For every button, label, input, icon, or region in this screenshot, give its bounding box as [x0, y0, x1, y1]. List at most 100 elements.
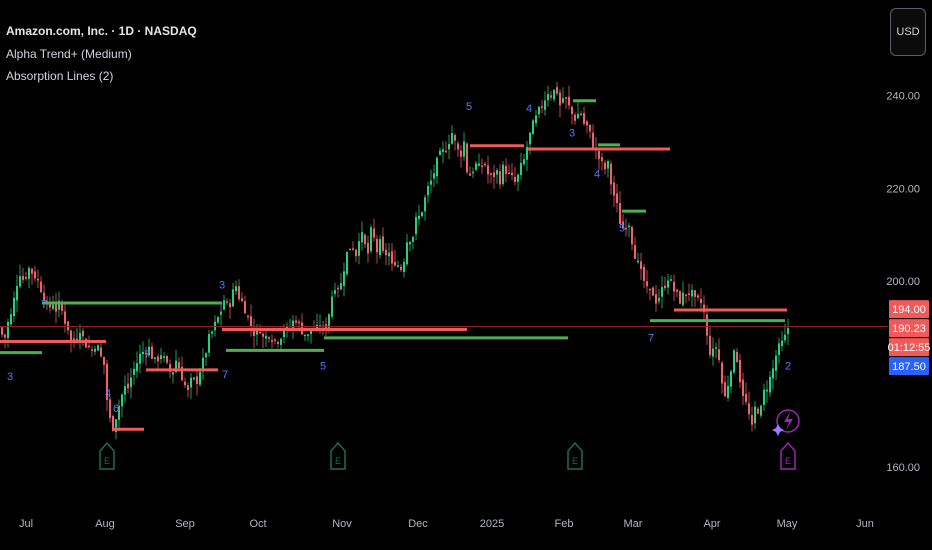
candle-body [547, 93, 549, 101]
candle-body [37, 278, 39, 281]
candle-body [523, 159, 525, 165]
signal-count-label: 3 [7, 371, 13, 383]
candle-body [259, 331, 261, 334]
candle-body [211, 331, 213, 334]
candle-body [625, 227, 627, 230]
time-tick-label: Feb [555, 518, 574, 530]
candle-body [16, 286, 18, 301]
candle-body [220, 311, 222, 315]
candle-body [451, 133, 453, 144]
candle-body [787, 328, 789, 334]
candle-body [673, 281, 675, 292]
currency-button[interactable]: USD [890, 8, 926, 56]
candle-body [262, 333, 264, 337]
candle-body [472, 171, 474, 174]
candle-body [589, 124, 591, 132]
candle-body [271, 340, 273, 342]
candle-body [553, 89, 555, 100]
candle-body [592, 132, 594, 149]
price-axis[interactable]: 160.00 200.00 220.00 240.00 [886, 91, 920, 474]
earnings-label: E [785, 456, 791, 466]
candle-body [730, 371, 732, 387]
candle-body [709, 336, 711, 355]
candle-body [70, 330, 72, 341]
candle-body [487, 165, 489, 175]
candle-body [286, 326, 288, 329]
candle-body [697, 295, 699, 298]
candle-body [79, 332, 81, 341]
earnings-icon: E [330, 441, 346, 470]
candle-body [748, 403, 750, 415]
signal-count-label: 6 [113, 403, 119, 415]
candle-body [148, 346, 150, 356]
candle-body [418, 215, 420, 220]
candle-body [778, 343, 780, 355]
candle-body [172, 372, 174, 375]
candle-body [517, 174, 519, 182]
time-tick-label: Nov [332, 518, 352, 530]
candle-body [202, 357, 204, 372]
candle-body [439, 150, 441, 155]
candle-body [481, 165, 483, 168]
candle-body [181, 366, 183, 381]
candle-body [706, 314, 708, 336]
candle-body [349, 248, 351, 251]
signal-count-label: 7 [144, 349, 150, 361]
candle-body [214, 321, 216, 331]
price-label-text: 187.50 [892, 361, 926, 373]
candle-body [520, 162, 522, 176]
candle-body [379, 239, 381, 256]
time-tick-label: Apr [703, 518, 720, 530]
candle-body [268, 337, 270, 339]
candle-body [22, 275, 24, 280]
candle-body [337, 287, 339, 290]
indicator-absorption-lines[interactable]: Absorption Lines (2) [6, 69, 114, 83]
signal-count-label: 4 [594, 168, 600, 180]
indicator-alpha-trend[interactable]: Alpha Trend+ (Medium) [6, 47, 132, 61]
time-axis[interactable]: Jul Aug Sep Oct Nov Dec 2025 Feb Mar Apr May Jun [19, 518, 874, 530]
candle-body [724, 382, 726, 397]
candle-body [304, 334, 306, 337]
candle-body [580, 113, 582, 116]
candle-body [565, 97, 567, 99]
price-tick-label: 160.00 [886, 462, 920, 474]
price-label-box: 194.00 [889, 300, 929, 319]
candle-body [151, 346, 153, 359]
candle-body [577, 114, 579, 119]
candle-body [370, 227, 372, 252]
candle-body [694, 290, 696, 297]
candle-body [352, 248, 354, 250]
candle-body [331, 296, 333, 317]
candle-body [448, 143, 450, 150]
candle-body [253, 328, 255, 336]
price-tick-label: 220.00 [886, 183, 920, 195]
time-tick-label: May [777, 518, 798, 530]
candle-body [679, 291, 681, 304]
candle-body [586, 121, 588, 126]
candle-body [49, 302, 51, 308]
candle-body [430, 180, 432, 185]
candle-body [658, 297, 660, 302]
candle-body [118, 406, 120, 420]
candle-body [373, 228, 375, 238]
candle-body [739, 360, 741, 383]
candle-body [115, 419, 117, 433]
candle-body [307, 334, 309, 336]
candle-body [766, 389, 768, 392]
candle-body [19, 276, 21, 287]
candle-body [445, 150, 447, 153]
candle-body [721, 362, 723, 384]
candle-body [466, 143, 468, 173]
candle-body [478, 163, 480, 166]
candle-body [670, 279, 672, 281]
candle-body [436, 157, 438, 177]
symbol-title[interactable]: Amazon.com, Inc. · 1D · NASDAQ [6, 24, 197, 38]
candle-body [169, 364, 171, 372]
candle-body [298, 321, 300, 324]
candle-body [106, 363, 108, 401]
candle-body [664, 285, 666, 289]
candle-body [610, 163, 612, 185]
candle-body [1, 327, 3, 335]
candle-body [460, 150, 462, 157]
